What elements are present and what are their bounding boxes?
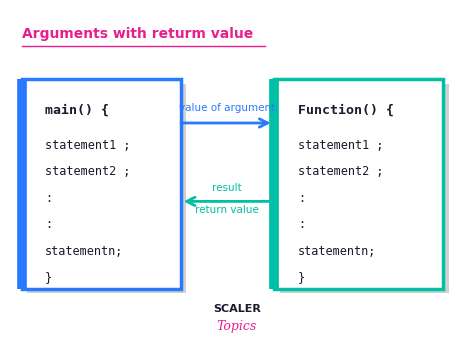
- Text: }: }: [298, 271, 305, 284]
- Text: :: :: [298, 192, 305, 205]
- Text: Arguments with returm value: Arguments with returm value: [21, 27, 253, 41]
- Text: statement1 ;: statement1 ;: [298, 139, 383, 152]
- Text: :: :: [45, 192, 52, 205]
- Text: :: :: [298, 218, 305, 231]
- Text: value of argument: value of argument: [179, 103, 275, 113]
- Text: statement2 ;: statement2 ;: [298, 165, 383, 178]
- FancyBboxPatch shape: [27, 84, 186, 293]
- FancyBboxPatch shape: [280, 84, 449, 293]
- Text: Function() {: Function() {: [298, 104, 394, 117]
- Text: Topics: Topics: [217, 320, 257, 333]
- Text: SCALER: SCALER: [213, 304, 261, 314]
- Text: statement2 ;: statement2 ;: [45, 165, 130, 178]
- Text: :: :: [45, 218, 52, 231]
- Text: statementn;: statementn;: [45, 245, 123, 258]
- FancyBboxPatch shape: [21, 79, 181, 289]
- Text: }: }: [45, 271, 52, 284]
- Text: statementn;: statementn;: [298, 245, 376, 258]
- Text: main() {: main() {: [45, 104, 109, 117]
- Text: result: result: [212, 183, 242, 193]
- Text: statement1 ;: statement1 ;: [45, 139, 130, 152]
- Text: return value: return value: [195, 205, 259, 215]
- FancyBboxPatch shape: [274, 79, 443, 289]
